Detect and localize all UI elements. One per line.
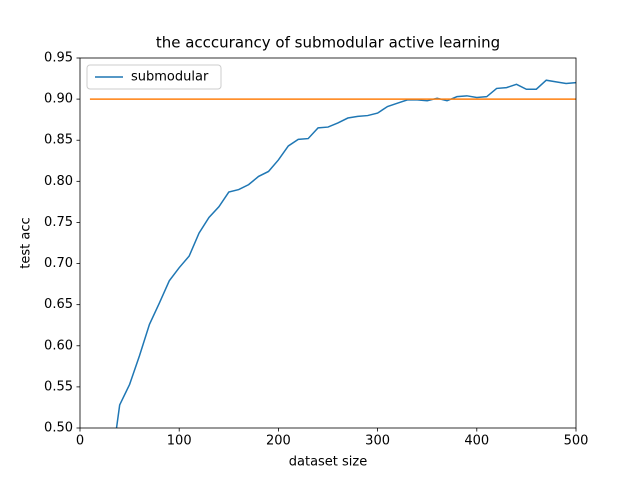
legend-label: submodular: [131, 70, 209, 85]
plot-lines: [89, 79, 576, 428]
y-tick-label: 0.60: [44, 338, 73, 353]
y-tick-label: 0.55: [44, 379, 73, 394]
y-tick-label: 0.90: [44, 92, 73, 107]
x-tick-label: 500: [564, 434, 589, 449]
plot-frame: [79, 57, 577, 429]
y-tick-label: 0.75: [44, 215, 73, 230]
x-tick-label: 100: [167, 434, 192, 449]
x-tick-label: 300: [365, 434, 390, 449]
series-line: [115, 79, 576, 428]
x-tick-label: 200: [266, 434, 291, 449]
y-tick-label: 0.65: [44, 297, 73, 312]
y-tick-label: 0.50: [44, 421, 73, 436]
y-tick-label: 0.70: [44, 256, 73, 271]
x-tick-label: 400: [464, 434, 489, 449]
chart-title: the acccurancy of submodular active lear…: [156, 34, 500, 52]
y-tick-label: 0.80: [44, 174, 73, 189]
y-tick-label: 0.85: [44, 133, 73, 148]
y-axis-label: test acc: [19, 217, 34, 268]
legend-box: [86, 64, 222, 90]
x-tick-label: 0: [76, 434, 84, 449]
x-axis-label: dataset size: [289, 455, 368, 470]
y-tick-label: 0.95: [44, 51, 73, 66]
